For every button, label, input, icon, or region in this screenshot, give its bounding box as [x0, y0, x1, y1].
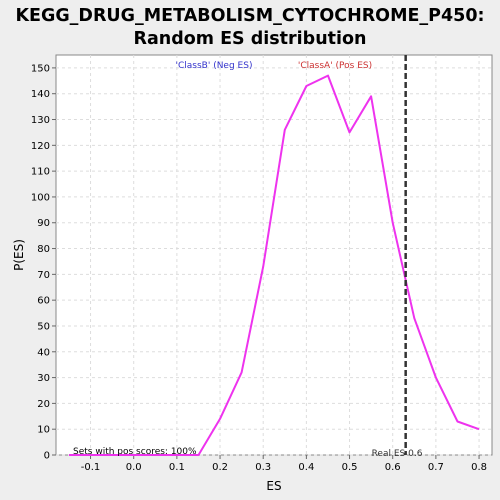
x-tick-label: 0.6 — [385, 462, 401, 473]
y-tick-label: 90 — [37, 218, 50, 229]
chart-title-line1: KEGG_DRUG_METABOLISM_CYTOCHROME_P450: — [15, 6, 484, 26]
y-tick-label: 70 — [37, 270, 50, 281]
x-tick-label: 0.1 — [169, 462, 185, 473]
y-tick-label: 80 — [37, 244, 50, 255]
y-tick-label: 40 — [37, 347, 50, 358]
x-tick-label: 0.7 — [428, 462, 444, 473]
y-axis-label: P(ES) — [12, 239, 26, 271]
y-tick-label: 150 — [31, 63, 50, 74]
y-tick-label: 0 — [44, 451, 50, 462]
y-tick-label: 60 — [37, 296, 50, 307]
y-tick-label: 20 — [37, 399, 50, 410]
x-tick-label: 0.5 — [342, 462, 358, 473]
x-tick-label: 0.0 — [126, 462, 142, 473]
chart-title-line2: Random ES distribution — [133, 29, 366, 49]
y-tick-label: 140 — [31, 89, 50, 100]
x-tick-label: 0.2 — [212, 462, 228, 473]
x-tick-label: 0.4 — [298, 462, 314, 473]
y-tick-label: 110 — [31, 167, 50, 178]
y-tick-label: 10 — [37, 425, 50, 436]
series-line — [69, 74, 480, 456]
y-tick-label: 100 — [31, 192, 50, 203]
axis-ticks: 0 10 20 30 40 50 60 70 80 90 100 110 120 130 140 150 -0.… — [31, 63, 487, 473]
x-axis-label: ES — [266, 479, 281, 493]
y-tick-label: 50 — [37, 321, 50, 332]
x-tick-label: -0.1 — [81, 462, 101, 473]
y-tick-label: 120 — [31, 141, 50, 152]
plot-area — [55, 54, 493, 456]
y-tick-label: 130 — [31, 115, 50, 126]
x-tick-label: 0.8 — [471, 462, 487, 473]
y-tick-label: 30 — [37, 373, 50, 384]
class-a-annotation: 'ClassA' (Pos ES) — [298, 61, 372, 71]
sets-pos-scores-annotation: Sets with pos scores: 100% — [73, 447, 197, 457]
x-tick-label: 0.3 — [255, 462, 271, 473]
real-es-label: Real ES 0.6 — [372, 449, 423, 459]
class-b-annotation: 'ClassB' (Neg ES) — [176, 61, 253, 71]
series-layer — [69, 74, 480, 456]
